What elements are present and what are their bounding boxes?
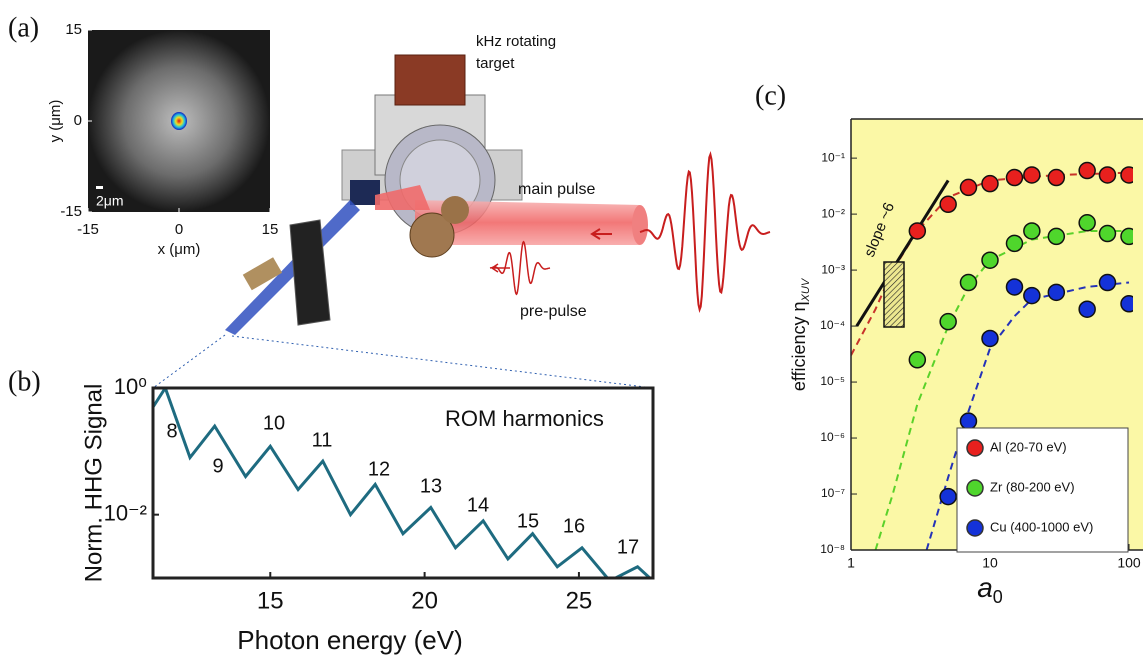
data-point: [1079, 301, 1095, 317]
data-point: [1099, 226, 1115, 242]
y-tick-label: -15: [60, 203, 82, 220]
data-point: [982, 252, 998, 268]
target-label: kHz rotating: [476, 33, 556, 50]
y-axis-label-sub: XUV: [800, 277, 812, 302]
x-tick-label: 15: [257, 587, 284, 614]
data-point: [940, 196, 956, 212]
legend-label: Zr (80-200 eV): [990, 479, 1075, 494]
harmonic-label: 16: [563, 515, 585, 537]
legend-label: Al (20-70 eV): [990, 439, 1067, 454]
data-point: [1006, 235, 1022, 251]
harmonic-label: 10: [263, 412, 285, 434]
x-tick-label: 0: [175, 221, 183, 238]
legend-marker: [967, 440, 983, 456]
y-tick-label: 10⁻⁷: [821, 486, 845, 500]
annotation: ROM harmonics: [445, 406, 604, 431]
harmonic-label: 8: [166, 420, 177, 442]
slope-box: [884, 262, 904, 327]
y-tick-label: 10⁻⁵: [820, 374, 845, 388]
data-point: [1024, 223, 1040, 239]
x-tick-label: 20: [411, 587, 438, 614]
y-tick-label: 10⁻⁸: [820, 542, 845, 556]
legend-marker: [967, 480, 983, 496]
x-tick-label: 1: [847, 555, 855, 571]
panel-label: (a): [8, 12, 39, 43]
y-tick-label: 0: [74, 112, 82, 129]
y-axis-label: Norm. HHG Signal: [80, 384, 107, 583]
x-axis-label-main: a: [977, 572, 993, 603]
x-axis-label-sub: 0: [993, 587, 1003, 607]
y-tick-label: 10⁻⁴: [820, 318, 845, 332]
data-point: [1024, 167, 1040, 183]
data-point: [1079, 215, 1095, 231]
data-point: [982, 330, 998, 346]
pre-pulse-label: pre-pulse: [520, 303, 587, 320]
y-tick-label: 10⁻²: [821, 206, 845, 220]
data-point: [960, 179, 976, 195]
y-axis-label: y (μm): [47, 100, 64, 143]
data-point: [982, 176, 998, 192]
data-point: [940, 314, 956, 330]
panel-label: (b): [8, 366, 41, 397]
data-point: [1048, 284, 1064, 300]
harmonic-label: 12: [368, 458, 390, 480]
data-point: [1048, 170, 1064, 186]
data-point: [1079, 163, 1095, 179]
x-tick-label: 15: [262, 221, 279, 238]
panel-label: (c): [755, 80, 786, 111]
y-tick-label: 10⁻¹: [821, 150, 845, 164]
x-tick-label: 100: [1117, 555, 1141, 571]
data-point: [1099, 275, 1115, 291]
figure: (a) (b) (c) kHz rotating target main pul…: [0, 0, 1143, 664]
harmonic-label: 15: [517, 510, 539, 532]
y-tick-label: 10⁻⁶: [820, 430, 845, 444]
harmonic-label: 9: [212, 455, 223, 477]
data-point: [960, 413, 976, 429]
x-tick-label: -15: [77, 221, 99, 238]
data-point: [940, 489, 956, 505]
data-point: [1006, 170, 1022, 186]
scale-bar: [96, 186, 103, 189]
harmonic-label: 13: [420, 475, 442, 497]
y-tick-label: 10⁻³: [821, 262, 845, 276]
y-tick-label: 15: [65, 21, 82, 38]
legend-marker: [967, 520, 983, 536]
x-axis-label: a0: [977, 572, 1003, 606]
data-point: [909, 223, 925, 239]
x-axis-label: x (μm): [158, 241, 201, 258]
x-tick-label: 25: [566, 587, 593, 614]
harmonic-label: 17: [617, 536, 639, 558]
data-point: [1006, 279, 1022, 295]
legend-label: Cu (400-1000 eV): [990, 519, 1093, 534]
data-point: [1048, 228, 1064, 244]
harmonic-label: 14: [467, 494, 489, 516]
harmonic-label: 11: [312, 429, 333, 451]
y-axis-label: efficiency ηXUV: [789, 277, 812, 391]
main-pulse-label: main pulse: [518, 181, 595, 198]
y-tick-label: 10⁰: [114, 374, 147, 399]
target-label: target: [476, 55, 515, 72]
data-point: [1024, 288, 1040, 304]
x-tick-label: 10: [982, 555, 998, 571]
data-point: [960, 275, 976, 291]
scale-bar-label: 2μm: [96, 193, 124, 209]
x-axis-label: Photon energy (eV): [237, 625, 462, 655]
data-point: [909, 352, 925, 368]
y-axis-label-main: efficiency η: [789, 301, 809, 391]
focal-spot: [171, 112, 187, 130]
y-tick-label: 10⁻²: [104, 500, 147, 525]
data-point: [1099, 167, 1115, 183]
